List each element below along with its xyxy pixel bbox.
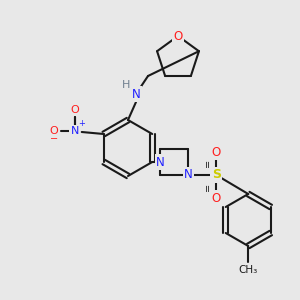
Text: O: O xyxy=(212,191,221,205)
Text: O: O xyxy=(173,29,183,43)
Text: −: − xyxy=(50,134,58,144)
Text: N: N xyxy=(70,126,79,136)
Text: H: H xyxy=(122,80,130,90)
Text: =: = xyxy=(203,159,213,167)
Text: CH₃: CH₃ xyxy=(238,265,258,275)
Text: O: O xyxy=(212,146,221,158)
Text: =: = xyxy=(203,183,213,191)
Text: S: S xyxy=(212,169,221,182)
Text: O: O xyxy=(70,105,79,115)
Text: N: N xyxy=(156,155,165,169)
Text: +: + xyxy=(78,119,85,128)
Text: O: O xyxy=(50,126,58,136)
Text: N: N xyxy=(132,88,140,100)
Text: N: N xyxy=(184,169,193,182)
